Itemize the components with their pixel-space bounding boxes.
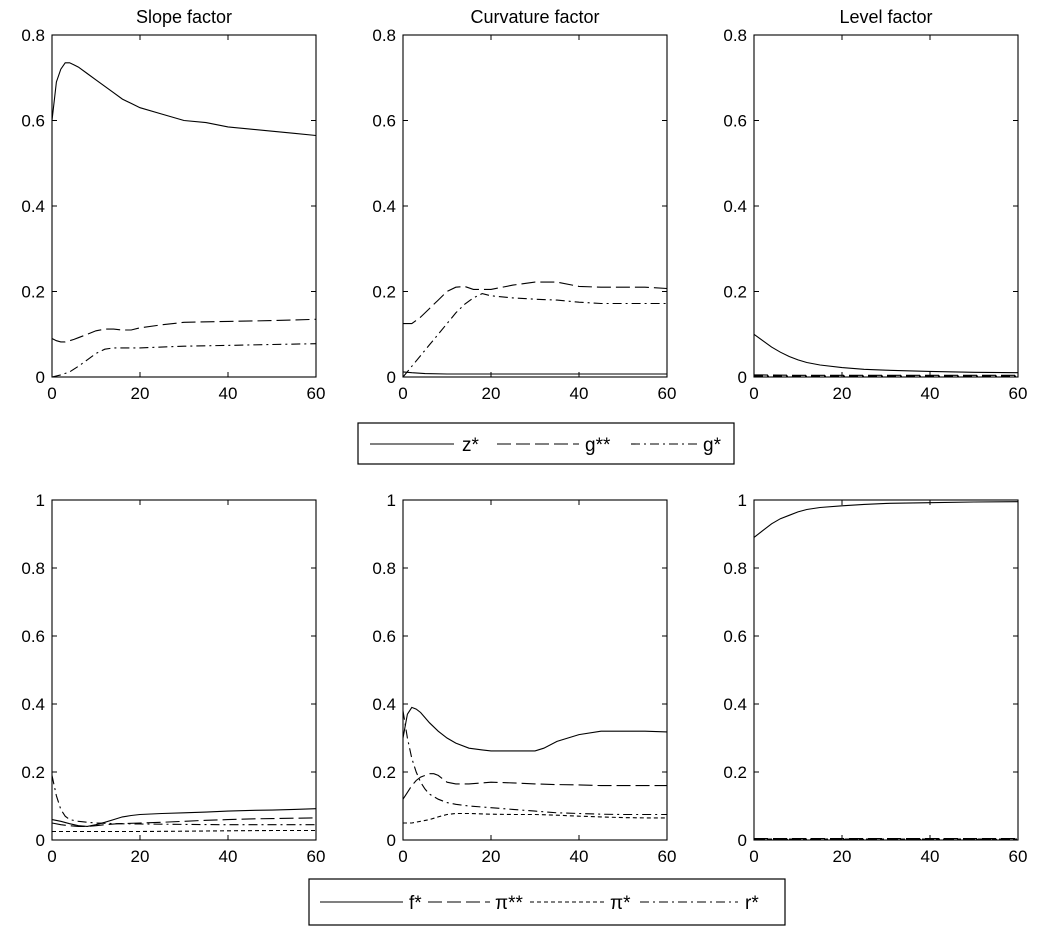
x-tick-label: 0 [398, 847, 407, 866]
legend-top-label-g: g* [703, 435, 722, 456]
y-tick-label: 0.8 [372, 559, 396, 578]
series-line-pis [403, 812, 667, 824]
legend-bottom: f* π** π* r* [308, 878, 786, 926]
plot-frame [51, 34, 317, 378]
x-tick-label: 20 [131, 847, 150, 866]
x-tick-label: 60 [658, 847, 677, 866]
panel-title: Curvature factor [470, 7, 599, 27]
plot-frame [753, 499, 1019, 841]
plot-frame [402, 34, 668, 378]
y-tick-label: 1 [36, 491, 45, 510]
x-tick-label: 20 [833, 847, 852, 866]
panel-3: Level factor 0 20 40 60 0 0.2 0.4 0.6 0.8 [723, 7, 1027, 403]
y-tick-label: 0.4 [372, 197, 396, 216]
y-tick-label: 0.2 [21, 283, 45, 302]
panel-6: 0 20 40 60 0 0.2 0.4 0.6 0.8 1 [723, 491, 1027, 866]
x-tick-label: 20 [482, 384, 501, 403]
series-line-rs [51, 775, 316, 826]
x-tick-label: 60 [658, 384, 677, 403]
panel-title: Slope factor [136, 7, 232, 27]
x-tick-label: 20 [131, 384, 150, 403]
x-tick-label: 40 [219, 847, 238, 866]
x-tick-label: 40 [570, 847, 589, 866]
x-tick-label: 0 [47, 847, 56, 866]
y-tick-label: 0.6 [372, 627, 396, 646]
y-tick-label: 0.4 [21, 695, 45, 714]
y-tick-label: 0 [36, 831, 45, 850]
panel-1: Slope factor 0 20 40 60 0 0.2 0.4 0.6 0.8 [21, 7, 325, 403]
series-line-zs [402, 371, 667, 375]
y-tick-label: 0.4 [723, 197, 747, 216]
x-tick-label: 40 [570, 384, 589, 403]
series-line-fs [753, 501, 1019, 538]
panel-4: 0 20 40 60 0 0.2 0.4 0.6 0.8 1 [21, 491, 325, 866]
legend-top-label-z: z* [462, 435, 480, 456]
x-tick-label: 40 [921, 847, 940, 866]
x-tick-label: 0 [398, 384, 407, 403]
x-tick-label: 0 [47, 384, 56, 403]
x-tick-label: 20 [482, 847, 501, 866]
series-line-zs [51, 62, 317, 137]
x-tick-label: 60 [1009, 384, 1028, 403]
y-tick-label: 0.6 [372, 112, 396, 131]
y-tick-label: 0.4 [372, 695, 396, 714]
x-tick-label: 60 [307, 384, 326, 403]
y-tick-label: 1 [738, 491, 747, 510]
y-tick-label: 0.6 [21, 627, 45, 646]
series-line-gs [402, 293, 667, 378]
y-tick-label: 0 [387, 368, 396, 387]
series-line-fs [402, 706, 668, 752]
y-tick-label: 0.8 [723, 26, 747, 45]
y-tick-label: 0.6 [723, 112, 747, 131]
series-line-gs [51, 343, 317, 378]
plot-frame [402, 499, 668, 841]
y-tick-label: 0.2 [372, 763, 396, 782]
y-tick-label: 1 [387, 491, 396, 510]
y-tick-label: 0.8 [723, 559, 747, 578]
panel-title: Level factor [839, 7, 932, 27]
x-tick-label: 0 [749, 847, 758, 866]
series-line-gss [51, 318, 317, 343]
series-line-pis [52, 829, 316, 833]
y-tick-label: 0 [36, 368, 45, 387]
x-tick-label: 20 [833, 384, 852, 403]
x-tick-label: 40 [921, 384, 940, 403]
y-tick-label: 0.8 [21, 26, 45, 45]
panel-2: Curvature factor 0 20 40 60 0 0.2 0.4 0.6 0.8 [372, 7, 676, 403]
y-tick-label: 0.8 [372, 26, 396, 45]
y-tick-label: 0 [738, 831, 747, 850]
y-tick-label: 0.6 [21, 112, 45, 131]
legend-bottom-label-pi2: π** [495, 893, 524, 914]
x-tick-label: 0 [749, 384, 758, 403]
x-tick-label: 40 [219, 384, 238, 403]
legend-bottom-label-r: r* [745, 893, 759, 914]
x-tick-label: 60 [307, 847, 326, 866]
plot-frame [753, 34, 1019, 378]
y-tick-label: 0.2 [723, 763, 747, 782]
legend-top-label-g2: g** [585, 435, 611, 456]
y-tick-label: 0 [738, 368, 747, 387]
series-line-zs [753, 333, 1019, 374]
panel-5: 0 20 40 60 0 0.2 0.4 0.6 0.8 1 [372, 491, 676, 866]
y-tick-label: 0.4 [21, 197, 45, 216]
y-tick-label: 0.2 [21, 763, 45, 782]
y-tick-label: 0.4 [723, 695, 747, 714]
x-tick-label: 60 [1009, 847, 1028, 866]
y-tick-label: 0.2 [723, 283, 747, 302]
y-tick-label: 0.8 [21, 559, 45, 578]
y-tick-label: 0 [387, 831, 396, 850]
series-line-rs [402, 710, 667, 816]
series-line-gss [403, 281, 668, 325]
legend-bottom-label-pi: π* [610, 893, 631, 914]
y-tick-label: 0.2 [372, 283, 396, 302]
series-line-fs [51, 808, 317, 827]
series-line-piss [51, 817, 317, 827]
y-tick-label: 0.6 [723, 627, 747, 646]
legend-top: z* g** g* [357, 422, 735, 465]
series-line-piss [402, 773, 667, 800]
plot-frame [51, 499, 317, 841]
legend-bottom-label-f: f* [409, 893, 422, 914]
